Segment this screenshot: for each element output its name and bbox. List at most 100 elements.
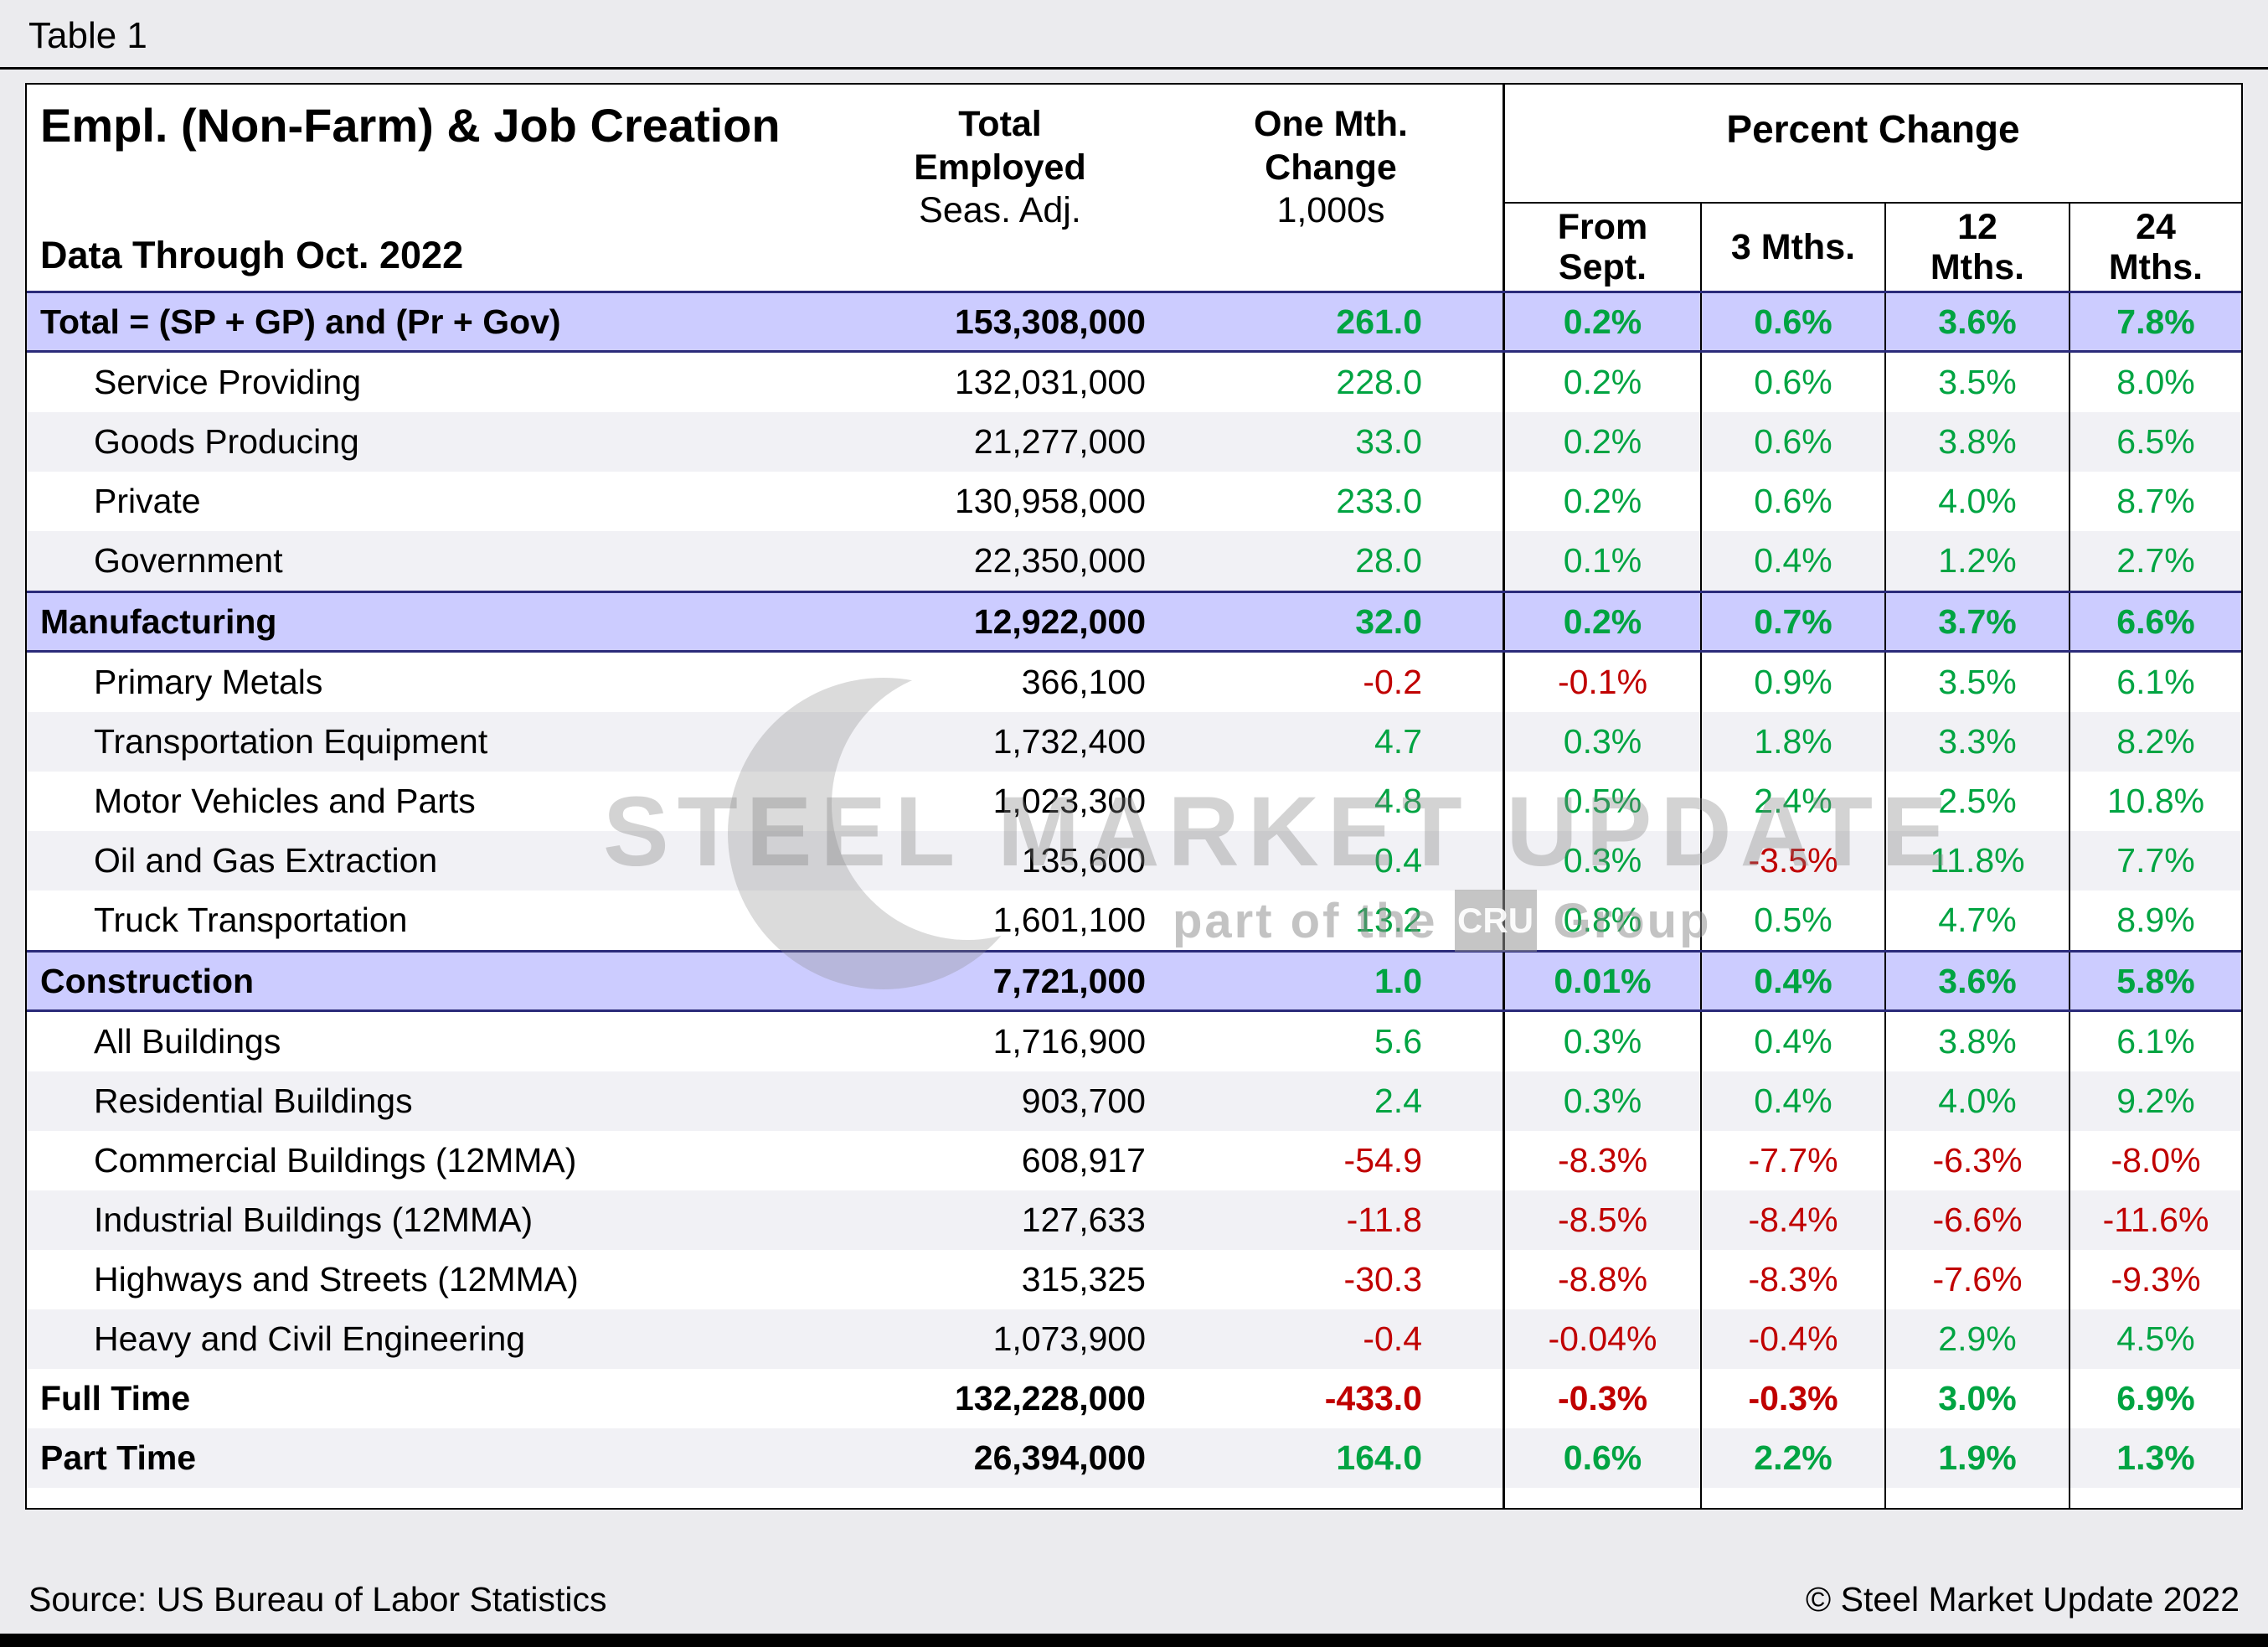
row-pct-0: -8.3% (1503, 1131, 1700, 1190)
row-label: All Buildings (94, 1022, 281, 1061)
row-change: -11.8 (1346, 1200, 1422, 1239)
row-pct-3: 6.9% (2069, 1369, 2241, 1428)
row-employed: 366,100 (1021, 663, 1146, 701)
source-note: Source: US Bureau of Labor Statistics (28, 1580, 607, 1619)
table-row: Commercial Buildings (12MMA) 608,917 -54… (27, 1131, 2241, 1190)
row-employed: 153,308,000 (954, 302, 1146, 341)
row-pct-0: 0.1% (1503, 531, 1700, 591)
row-label: Heavy and Civil Engineering (94, 1319, 526, 1358)
row-employed: 903,700 (1021, 1082, 1146, 1120)
table-row: Residential Buildings 903,700 2.4 0.3% 0… (27, 1071, 2241, 1131)
row-employed: 1,601,100 (992, 901, 1146, 939)
table-row: Heavy and Civil Engineering 1,073,900 -0… (27, 1309, 2241, 1369)
row-pct-0: -0.04% (1503, 1309, 1700, 1369)
column-header-total-employed: Total Employed Seas. Adj. (914, 104, 1086, 231)
table-row: Total = (SP + GP) and (Pr + Gov) 153,308… (27, 291, 2241, 353)
row-pct-2: 11.8% (1884, 831, 2069, 891)
row-pct-0: 0.3% (1503, 712, 1700, 772)
row-employed: 315,325 (1021, 1260, 1146, 1298)
row-employed: 132,031,000 (954, 363, 1146, 401)
row-pct-2: 3.5% (1884, 653, 2069, 712)
row-pct-1: -0.4% (1700, 1309, 1884, 1369)
row-pct-2: 4.0% (1884, 1071, 2069, 1131)
table-row: Part Time 26,394,000 164.0 0.6% 2.2% 1.9… (27, 1428, 2241, 1488)
row-pct-0: -8.8% (1503, 1250, 1700, 1309)
row-pct-0: 0.6% (1503, 1428, 1700, 1488)
row-employed: 1,023,300 (992, 782, 1146, 820)
column-header-3-months: 3 Mths. (1700, 204, 1884, 291)
table-row: Private 130,958,000 233.0 0.2% 0.6% 4.0%… (27, 472, 2241, 531)
row-employed: 12,922,000 (973, 601, 1146, 641)
row-pct-0: 0.8% (1503, 891, 1700, 950)
table-row: Industrial Buildings (12MMA) 127,633 -11… (27, 1190, 2241, 1250)
row-employed: 1,073,900 (992, 1319, 1146, 1358)
row-change: 5.6 (1374, 1022, 1422, 1061)
row-employed: 130,958,000 (954, 482, 1146, 520)
row-pct-1: 0.4% (1700, 1071, 1884, 1131)
row-pct-2: 3.6% (1884, 953, 2069, 1009)
row-employed: 26,394,000 (973, 1438, 1146, 1477)
top-rule (0, 67, 2268, 70)
row-pct-1: 1.8% (1700, 712, 1884, 772)
row-pct-1: -3.5% (1700, 831, 1884, 891)
row-pct-2: 4.7% (1884, 891, 2069, 950)
table-filler-row (27, 1488, 2241, 1508)
table-body: Total = (SP + GP) and (Pr + Gov) 153,308… (27, 291, 2241, 1488)
row-change: -0.4 (1363, 1319, 1422, 1358)
row-pct-2: 4.0% (1884, 472, 2069, 531)
row-label: Total = (SP + GP) and (Pr + Gov) (40, 302, 561, 341)
table-header: Empl. (Non-Farm) & Job Creation Data Thr… (27, 85, 2241, 291)
row-change: 1.0 (1374, 961, 1422, 1000)
column-header-12-months: 12 Mths. (1884, 204, 2069, 291)
copyright-note: © Steel Market Update 2022 (1806, 1580, 2240, 1619)
row-pct-2: 3.8% (1884, 1012, 2069, 1071)
row-pct-3: -8.0% (2069, 1131, 2241, 1190)
bottom-bar (0, 1634, 2268, 1647)
row-pct-3: 8.2% (2069, 712, 2241, 772)
row-pct-3: 8.7% (2069, 472, 2241, 531)
row-label: Residential Buildings (94, 1082, 413, 1120)
row-pct-0: 0.01% (1503, 953, 1700, 1009)
row-pct-1: 0.4% (1700, 1012, 1884, 1071)
row-label: Part Time (40, 1438, 197, 1477)
table-row: Transportation Equipment 1,732,400 4.7 0… (27, 712, 2241, 772)
row-label: Industrial Buildings (12MMA) (94, 1200, 533, 1239)
row-pct-2: 1.9% (1884, 1428, 2069, 1488)
row-pct-0: 0.2% (1503, 353, 1700, 412)
table-row: Oil and Gas Extraction 135,600 0.4 0.3% … (27, 831, 2241, 891)
row-pct-3: -11.6% (2069, 1190, 2241, 1250)
row-label: Service Providing (94, 363, 362, 401)
row-employed: 608,917 (1021, 1141, 1146, 1180)
row-label: Manufacturing (40, 601, 277, 641)
row-employed: 1,716,900 (992, 1022, 1146, 1061)
row-pct-3: 6.1% (2069, 1012, 2241, 1071)
row-change: 0.4 (1374, 841, 1422, 880)
row-pct-1: -7.7% (1700, 1131, 1884, 1190)
row-employed: 1,732,400 (992, 722, 1146, 761)
row-pct-1: 0.6% (1700, 472, 1884, 531)
row-label: Highways and Streets (12MMA) (94, 1260, 579, 1298)
row-change: -30.3 (1343, 1260, 1422, 1298)
row-employed: 127,633 (1021, 1200, 1146, 1239)
table-row: Truck Transportation 1,601,100 13.2 0.8%… (27, 891, 2241, 950)
row-change: 261.0 (1336, 302, 1422, 341)
row-pct-1: 0.4% (1700, 953, 1884, 1009)
row-pct-3: 8.9% (2069, 891, 2241, 950)
table-row: Full Time 132,228,000 -433.0 -0.3% -0.3%… (27, 1369, 2241, 1428)
row-employed: 135,600 (1021, 841, 1146, 880)
row-label: Private (94, 482, 201, 520)
row-label: Transportation Equipment (94, 722, 488, 761)
row-change: 33.0 (1355, 422, 1422, 461)
row-pct-2: 2.9% (1884, 1309, 2069, 1369)
row-change: 164.0 (1336, 1438, 1422, 1477)
row-pct-0: 0.2% (1503, 472, 1700, 531)
row-pct-1: -8.3% (1700, 1250, 1884, 1309)
row-pct-0: 0.3% (1503, 1012, 1700, 1071)
row-pct-2: 3.0% (1884, 1369, 2069, 1428)
row-label: Truck Transportation (94, 901, 408, 939)
row-pct-2: 3.6% (1884, 293, 2069, 350)
row-pct-2: 3.3% (1884, 712, 2069, 772)
row-change: 233.0 (1336, 482, 1422, 520)
row-pct-0: 0.5% (1503, 772, 1700, 831)
row-change: -54.9 (1343, 1141, 1422, 1180)
